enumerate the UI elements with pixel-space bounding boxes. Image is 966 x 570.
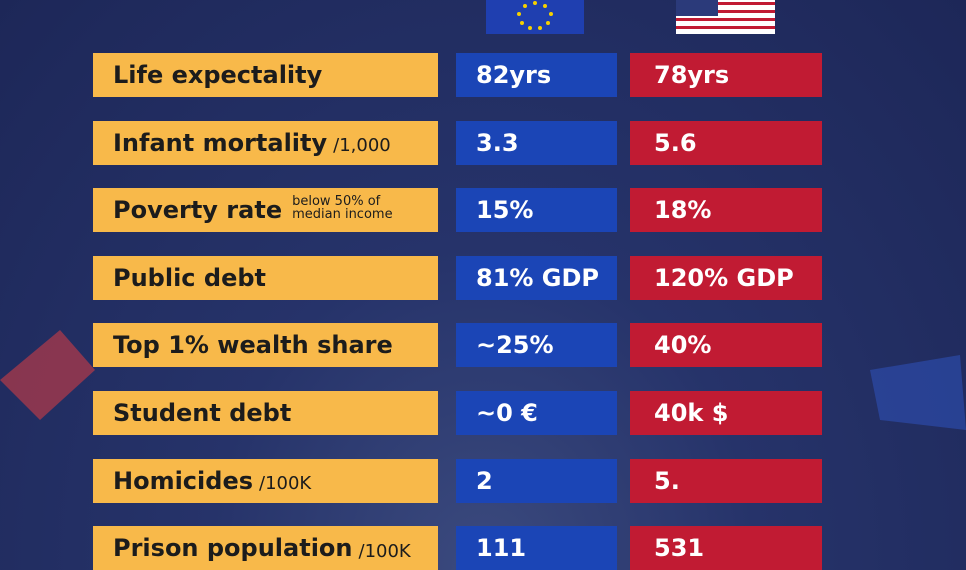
us-flag — [676, 0, 775, 34]
eu-value: 15% — [476, 196, 534, 225]
row-label: Prison population — [113, 534, 353, 563]
eu-stars — [517, 1, 553, 30]
us-value: 531 — [654, 534, 705, 563]
row-label: Public debt — [113, 263, 266, 292]
us-value-box: 40k $ — [630, 391, 822, 435]
us-value: 5. — [654, 466, 680, 495]
eu-value-box: ~25% — [456, 323, 617, 368]
row-label-box: Student debt — [93, 391, 438, 435]
row-note-line: /1,000 — [333, 135, 391, 157]
us-value-box: 18% — [630, 188, 822, 233]
eu-flag — [486, 0, 584, 34]
us-value-box: 40% — [630, 323, 822, 368]
eu-value-box: 81% GDP — [456, 255, 617, 300]
row-label: Top 1% wealth share — [113, 331, 393, 360]
row-label: Poverty rate — [113, 196, 283, 225]
us-value-box: 5. — [630, 458, 822, 503]
row-note-line: /100K — [358, 540, 411, 562]
row-note: /100K — [359, 541, 411, 562]
eu-value: 2 — [476, 466, 493, 495]
eu-value-box: ~0 € — [456, 391, 617, 435]
row-label-box: Prison population/100K — [93, 526, 438, 570]
us-value: 40k $ — [654, 399, 729, 427]
us-value: 78yrs — [654, 61, 730, 89]
row-label: Student debt — [113, 399, 292, 427]
eu-value-box: 3.3 — [456, 120, 617, 165]
eu-value-box: 15% — [456, 188, 617, 233]
eu-value: 81% GDP — [476, 263, 600, 292]
row-label-box: Infant mortality/1,000 — [93, 120, 438, 165]
row-label: Infant mortality — [113, 128, 328, 157]
bg-flag-eu — [870, 355, 966, 430]
eu-value: ~0 € — [476, 399, 538, 427]
us-value: 5.6 — [654, 128, 697, 157]
bg-flag-us — [0, 330, 95, 420]
us-value: 120% GDP — [654, 263, 794, 292]
row-note: below 50% of median income — [292, 195, 392, 221]
us-value: 40% — [654, 331, 712, 360]
eu-value: 3.3 — [476, 128, 519, 157]
us-value: 18% — [654, 196, 712, 225]
row-note: /100K — [259, 473, 311, 494]
row-label: Homicides — [113, 466, 254, 495]
us-value-box: 531 — [630, 526, 822, 570]
row-note-line: median income — [292, 207, 393, 223]
eu-value: ~25% — [476, 331, 554, 360]
us-value-box: 78yrs — [630, 53, 822, 97]
row-note-line: /100K — [259, 473, 312, 495]
row-label-box: Public debt — [93, 255, 438, 300]
us-value-box: 120% GDP — [630, 255, 822, 300]
row-note-line: below 50% of — [292, 194, 381, 210]
row-label-box: Homicides/100K — [93, 458, 438, 503]
eu-value-box: 82yrs — [456, 53, 617, 97]
eu-value-box: 2 — [456, 458, 617, 503]
eu-value: 111 — [476, 534, 527, 563]
row-label-box: Poverty rate below 50% of median income — [93, 188, 438, 233]
row-label-box: Life expectality — [93, 53, 438, 97]
eu-value-box: 111 — [456, 526, 617, 570]
eu-value: 82yrs — [476, 61, 552, 89]
us-value-box: 5.6 — [630, 120, 822, 165]
row-label-box: Top 1% wealth share — [93, 323, 438, 368]
row-note: /1,000 — [333, 135, 391, 156]
row-label: Life expectality — [113, 61, 323, 89]
